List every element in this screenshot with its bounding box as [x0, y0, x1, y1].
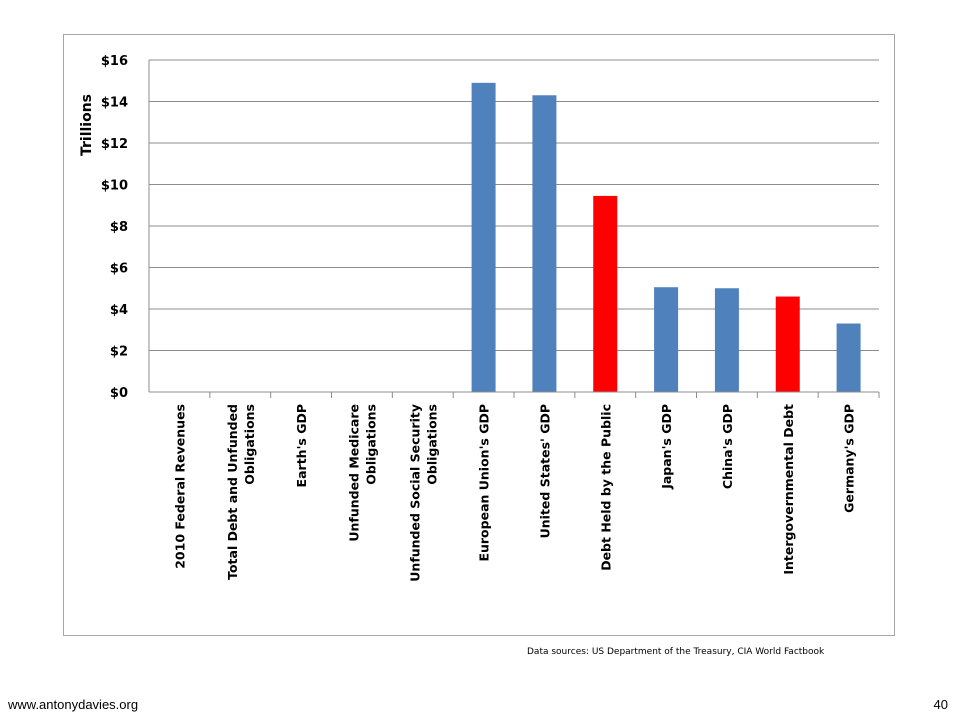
- y-tick-label: $0: [110, 386, 128, 401]
- page-number: 40: [933, 697, 948, 712]
- bar: [471, 82, 496, 392]
- bar-chart: $0 $2 $4 $6 $8 $10 $12 $14 $16 Trillions 2010 Fede…: [79, 54, 880, 582]
- y-axis-label: Trillions: [79, 94, 95, 156]
- category-label: Unfunded Medicare: [346, 404, 361, 542]
- y-tick-label: $8: [110, 220, 128, 235]
- y-tick-label: $10: [101, 179, 128, 194]
- category-label: United States' GDP: [537, 404, 552, 538]
- category-label: Debt Held by the Public: [598, 404, 613, 571]
- y-tick-label: $12: [101, 137, 128, 152]
- category-label: European Union's GDP: [477, 404, 492, 562]
- chart-frame: $0 $2 $4 $6 $8 $10 $12 $14 $16 Trillions 2010 Fede…: [63, 34, 895, 636]
- y-tick-label: $14: [101, 96, 128, 111]
- bar: [654, 287, 679, 392]
- bar: [775, 296, 800, 392]
- category-label: Earth's GDP: [294, 404, 309, 487]
- y-tick-label: $4: [110, 303, 128, 318]
- category-label: Intergovernmental Debt: [781, 404, 796, 575]
- category-label: Unfunded Social Security: [407, 404, 422, 582]
- category-label: Obligations: [242, 404, 257, 485]
- y-tick-label: $6: [110, 262, 128, 277]
- footer-url[interactable]: www.antonydavies.org: [8, 697, 139, 712]
- category-label: Obligations: [424, 404, 439, 485]
- category-label: 2010 Federal Revenues: [172, 404, 187, 569]
- source-note: Data sources: US Department of the Treas…: [527, 647, 825, 657]
- category-label: Total Debt and Unfunded: [225, 404, 240, 580]
- y-tick-label: $16: [101, 54, 128, 69]
- category-label: Germany's GDP: [842, 404, 857, 513]
- bar: [714, 288, 739, 392]
- bar: [532, 95, 557, 393]
- category-label: Obligations: [363, 404, 378, 485]
- category-label: China's GDP: [720, 404, 735, 489]
- category-label: Japan's GDP: [659, 404, 674, 490]
- bar: [593, 195, 618, 392]
- bar: [836, 323, 861, 392]
- y-tick-label: $2: [110, 345, 128, 360]
